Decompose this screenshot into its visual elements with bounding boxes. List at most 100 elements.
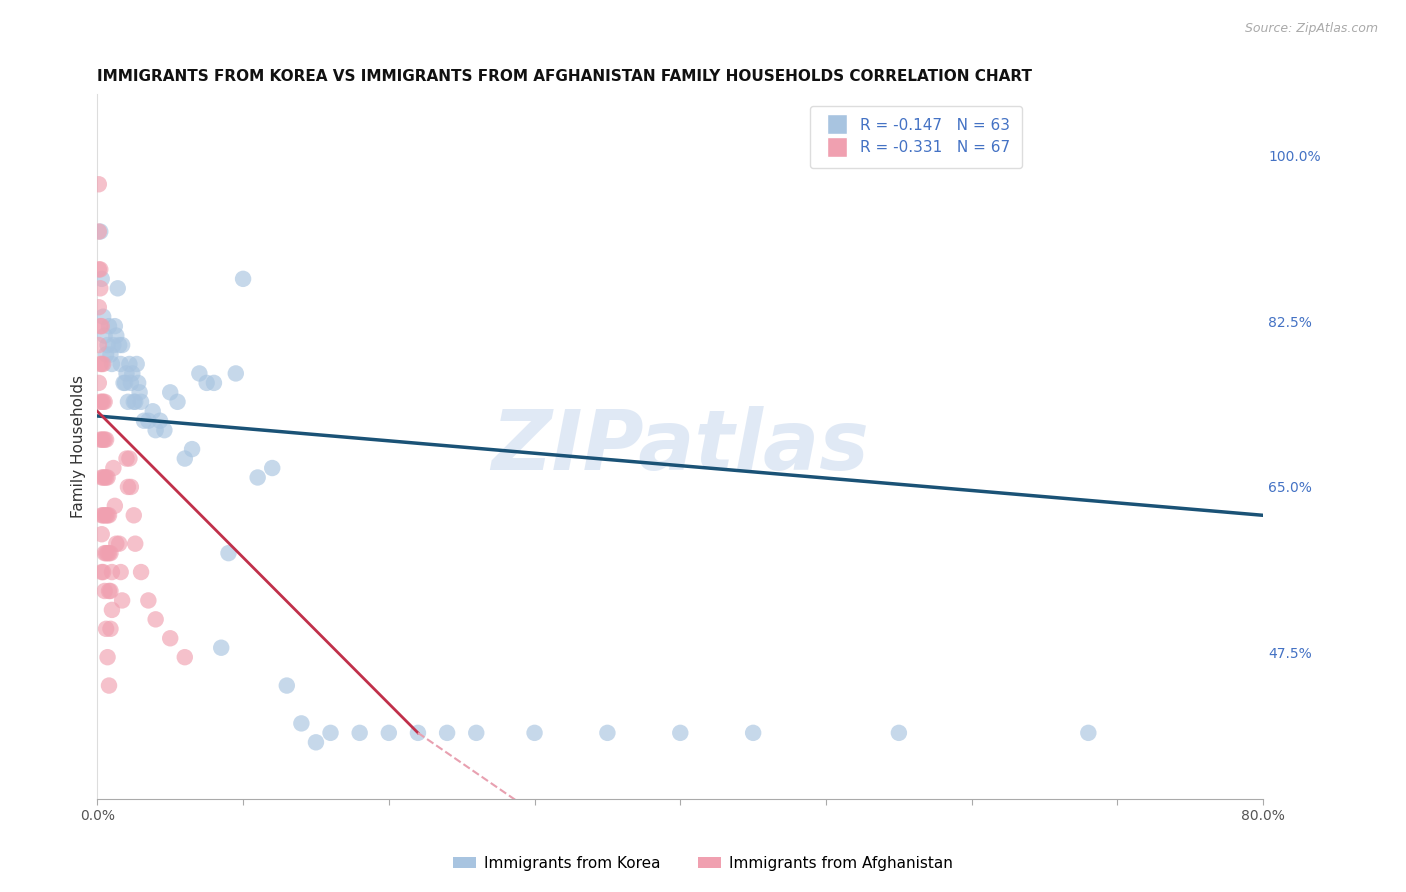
Point [89,319,111,334]
Point [101,603,124,617]
Point [98,679,121,693]
Point [96,470,118,484]
Point [120,376,142,390]
Point [276,679,298,693]
Point [159,632,181,646]
Point [90,319,112,334]
Point [104,319,127,334]
Point [89,394,111,409]
Point [465,726,488,740]
Point [96,508,118,523]
Point [94,622,117,636]
Point [94,433,117,447]
Point [91,565,114,579]
Point [132,414,155,428]
Point [98,319,121,334]
Point [98,546,121,560]
Point [87,262,110,277]
Point [89,281,111,295]
Text: ZIPatlas: ZIPatlas [491,406,869,487]
Point [94,508,117,523]
Point [93,508,115,523]
Point [159,385,181,400]
Point [111,593,134,607]
Legend: R = -0.147   N = 63, R = -0.331   N = 67: R = -0.147 N = 63, R = -0.331 N = 67 [810,105,1022,168]
Point [101,357,124,371]
Point [90,433,112,447]
Point [742,726,765,740]
Point [142,404,165,418]
Point [523,726,546,740]
Point [108,338,131,352]
Point [149,414,172,428]
Point [104,499,127,513]
Point [93,584,115,599]
Point [378,726,401,740]
Point [153,423,176,437]
Point [90,508,112,523]
Point [93,328,115,343]
Point [112,376,135,390]
Point [114,376,136,390]
Point [202,376,225,390]
Point [90,272,112,286]
Point [115,451,138,466]
Point [111,338,134,352]
Point [90,470,112,484]
Point [319,726,342,740]
Point [105,537,128,551]
Point [87,338,110,352]
Point [110,357,132,371]
Point [125,357,148,371]
Point [246,470,269,484]
Point [124,394,146,409]
Point [91,470,114,484]
Point [138,593,160,607]
Point [87,225,110,239]
Point [87,178,110,192]
Point [138,414,160,428]
Point [110,565,132,579]
Point [98,508,121,523]
Point [195,376,218,390]
Point [290,716,312,731]
Point [89,433,111,447]
Point [145,612,167,626]
Point [349,726,371,740]
Point [225,367,247,381]
Point [87,376,110,390]
Text: Source: ZipAtlas.com: Source: ZipAtlas.com [1244,22,1378,36]
Point [1077,726,1099,740]
Point [218,546,240,560]
Point [103,461,125,475]
Y-axis label: Family Households: Family Households [72,376,86,518]
Point [105,328,128,343]
Point [94,347,117,361]
Point [90,565,112,579]
Point [91,394,114,409]
Point [173,650,195,665]
Point [124,537,146,551]
Point [89,357,111,371]
Point [120,480,142,494]
Point [87,300,110,314]
Point [91,508,114,523]
Point [305,735,328,749]
Point [669,726,692,740]
Point [101,565,124,579]
Point [93,470,115,484]
Point [96,650,118,665]
Point [122,394,145,409]
Point [89,262,111,277]
Point [232,272,254,286]
Point [127,376,149,390]
Point [122,508,145,523]
Point [100,347,122,361]
Point [406,726,429,740]
Point [436,726,458,740]
Point [96,338,118,352]
Point [117,394,139,409]
Point [91,310,114,324]
Point [93,546,115,560]
Point [262,461,284,475]
